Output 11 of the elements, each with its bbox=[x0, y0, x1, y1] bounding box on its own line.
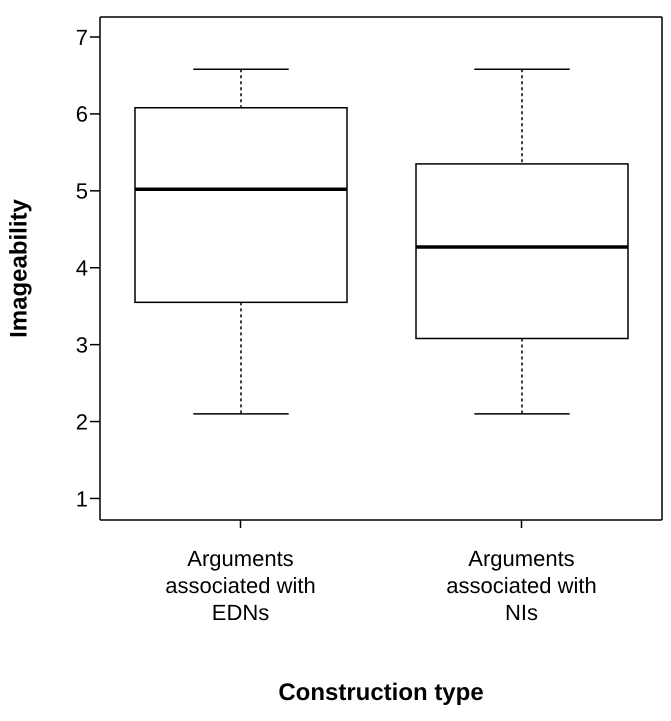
y-tick-label: 1 bbox=[76, 486, 88, 512]
y-axis-title: Imageability bbox=[6, 198, 33, 338]
y-tick-label: 6 bbox=[76, 102, 88, 127]
x-tick-label: Arguments associated with NIs bbox=[446, 546, 597, 625]
y-tick-label: 5 bbox=[76, 178, 88, 204]
y-tick-label: 7 bbox=[76, 24, 88, 50]
y-tick-label: 4 bbox=[76, 256, 88, 281]
x-axis-title: Construction type bbox=[278, 679, 484, 706]
y-tick-label: 2 bbox=[76, 409, 88, 434]
y-tick-label: 3 bbox=[76, 332, 88, 358]
x-tick-label: Arguments associated with EDNs bbox=[165, 546, 316, 625]
